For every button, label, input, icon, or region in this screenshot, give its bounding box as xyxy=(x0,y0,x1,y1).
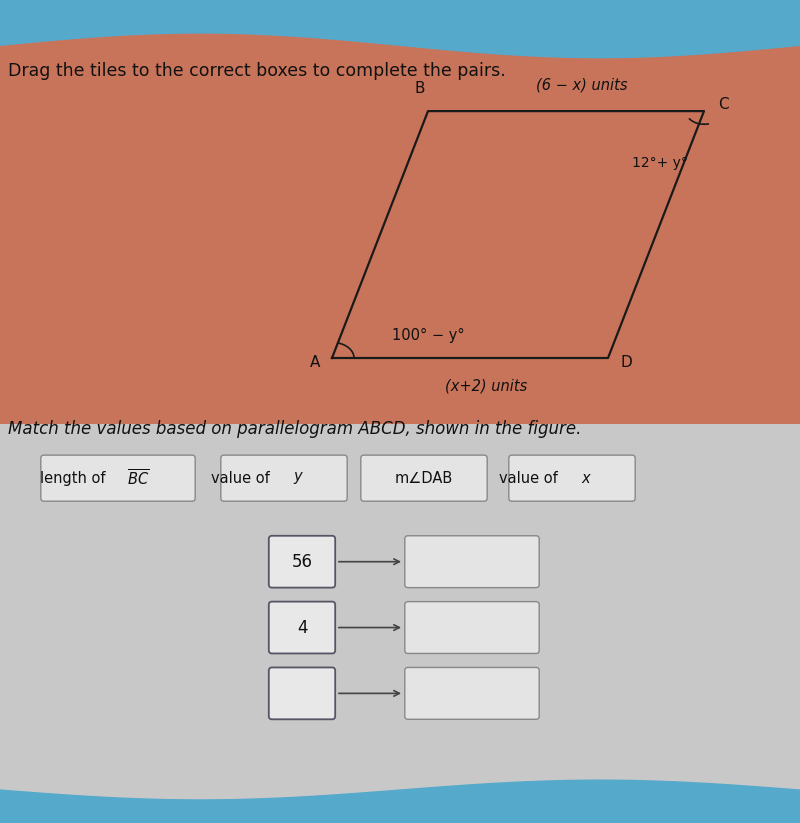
Text: value of: value of xyxy=(211,471,274,486)
FancyBboxPatch shape xyxy=(269,667,335,719)
Text: B: B xyxy=(414,81,426,96)
FancyBboxPatch shape xyxy=(509,455,635,501)
FancyBboxPatch shape xyxy=(405,602,539,653)
Bar xyxy=(0,0,800,424)
Text: $x$: $x$ xyxy=(581,471,592,486)
Text: 4: 4 xyxy=(297,619,307,636)
Text: A: A xyxy=(310,355,320,370)
Bar xyxy=(0,424,800,790)
FancyBboxPatch shape xyxy=(269,602,335,653)
Text: D: D xyxy=(620,355,632,370)
Text: (x+2) units: (x+2) units xyxy=(445,379,527,393)
Text: $y$: $y$ xyxy=(293,470,304,486)
FancyBboxPatch shape xyxy=(269,536,335,588)
FancyBboxPatch shape xyxy=(405,536,539,588)
Text: $\overline{BC}$: $\overline{BC}$ xyxy=(127,468,149,488)
Text: 56: 56 xyxy=(291,553,313,570)
Text: 12°+ y°: 12°+ y° xyxy=(632,156,688,170)
FancyBboxPatch shape xyxy=(41,455,195,501)
Text: C: C xyxy=(718,97,729,112)
Text: Drag the tiles to the correct boxes to complete the pairs.: Drag the tiles to the correct boxes to c… xyxy=(8,62,506,80)
Text: Match the values based on parallelogram ABCD, shown in the figure.: Match the values based on parallelogram … xyxy=(8,420,582,438)
Text: m∠DAB: m∠DAB xyxy=(395,471,453,486)
Text: value of: value of xyxy=(499,471,562,486)
Text: 100° − y°: 100° − y° xyxy=(392,328,465,343)
FancyBboxPatch shape xyxy=(361,455,487,501)
Text: (6 − x) units: (6 − x) units xyxy=(536,78,628,93)
Text: length of: length of xyxy=(40,471,110,486)
FancyBboxPatch shape xyxy=(405,667,539,719)
FancyBboxPatch shape xyxy=(221,455,347,501)
